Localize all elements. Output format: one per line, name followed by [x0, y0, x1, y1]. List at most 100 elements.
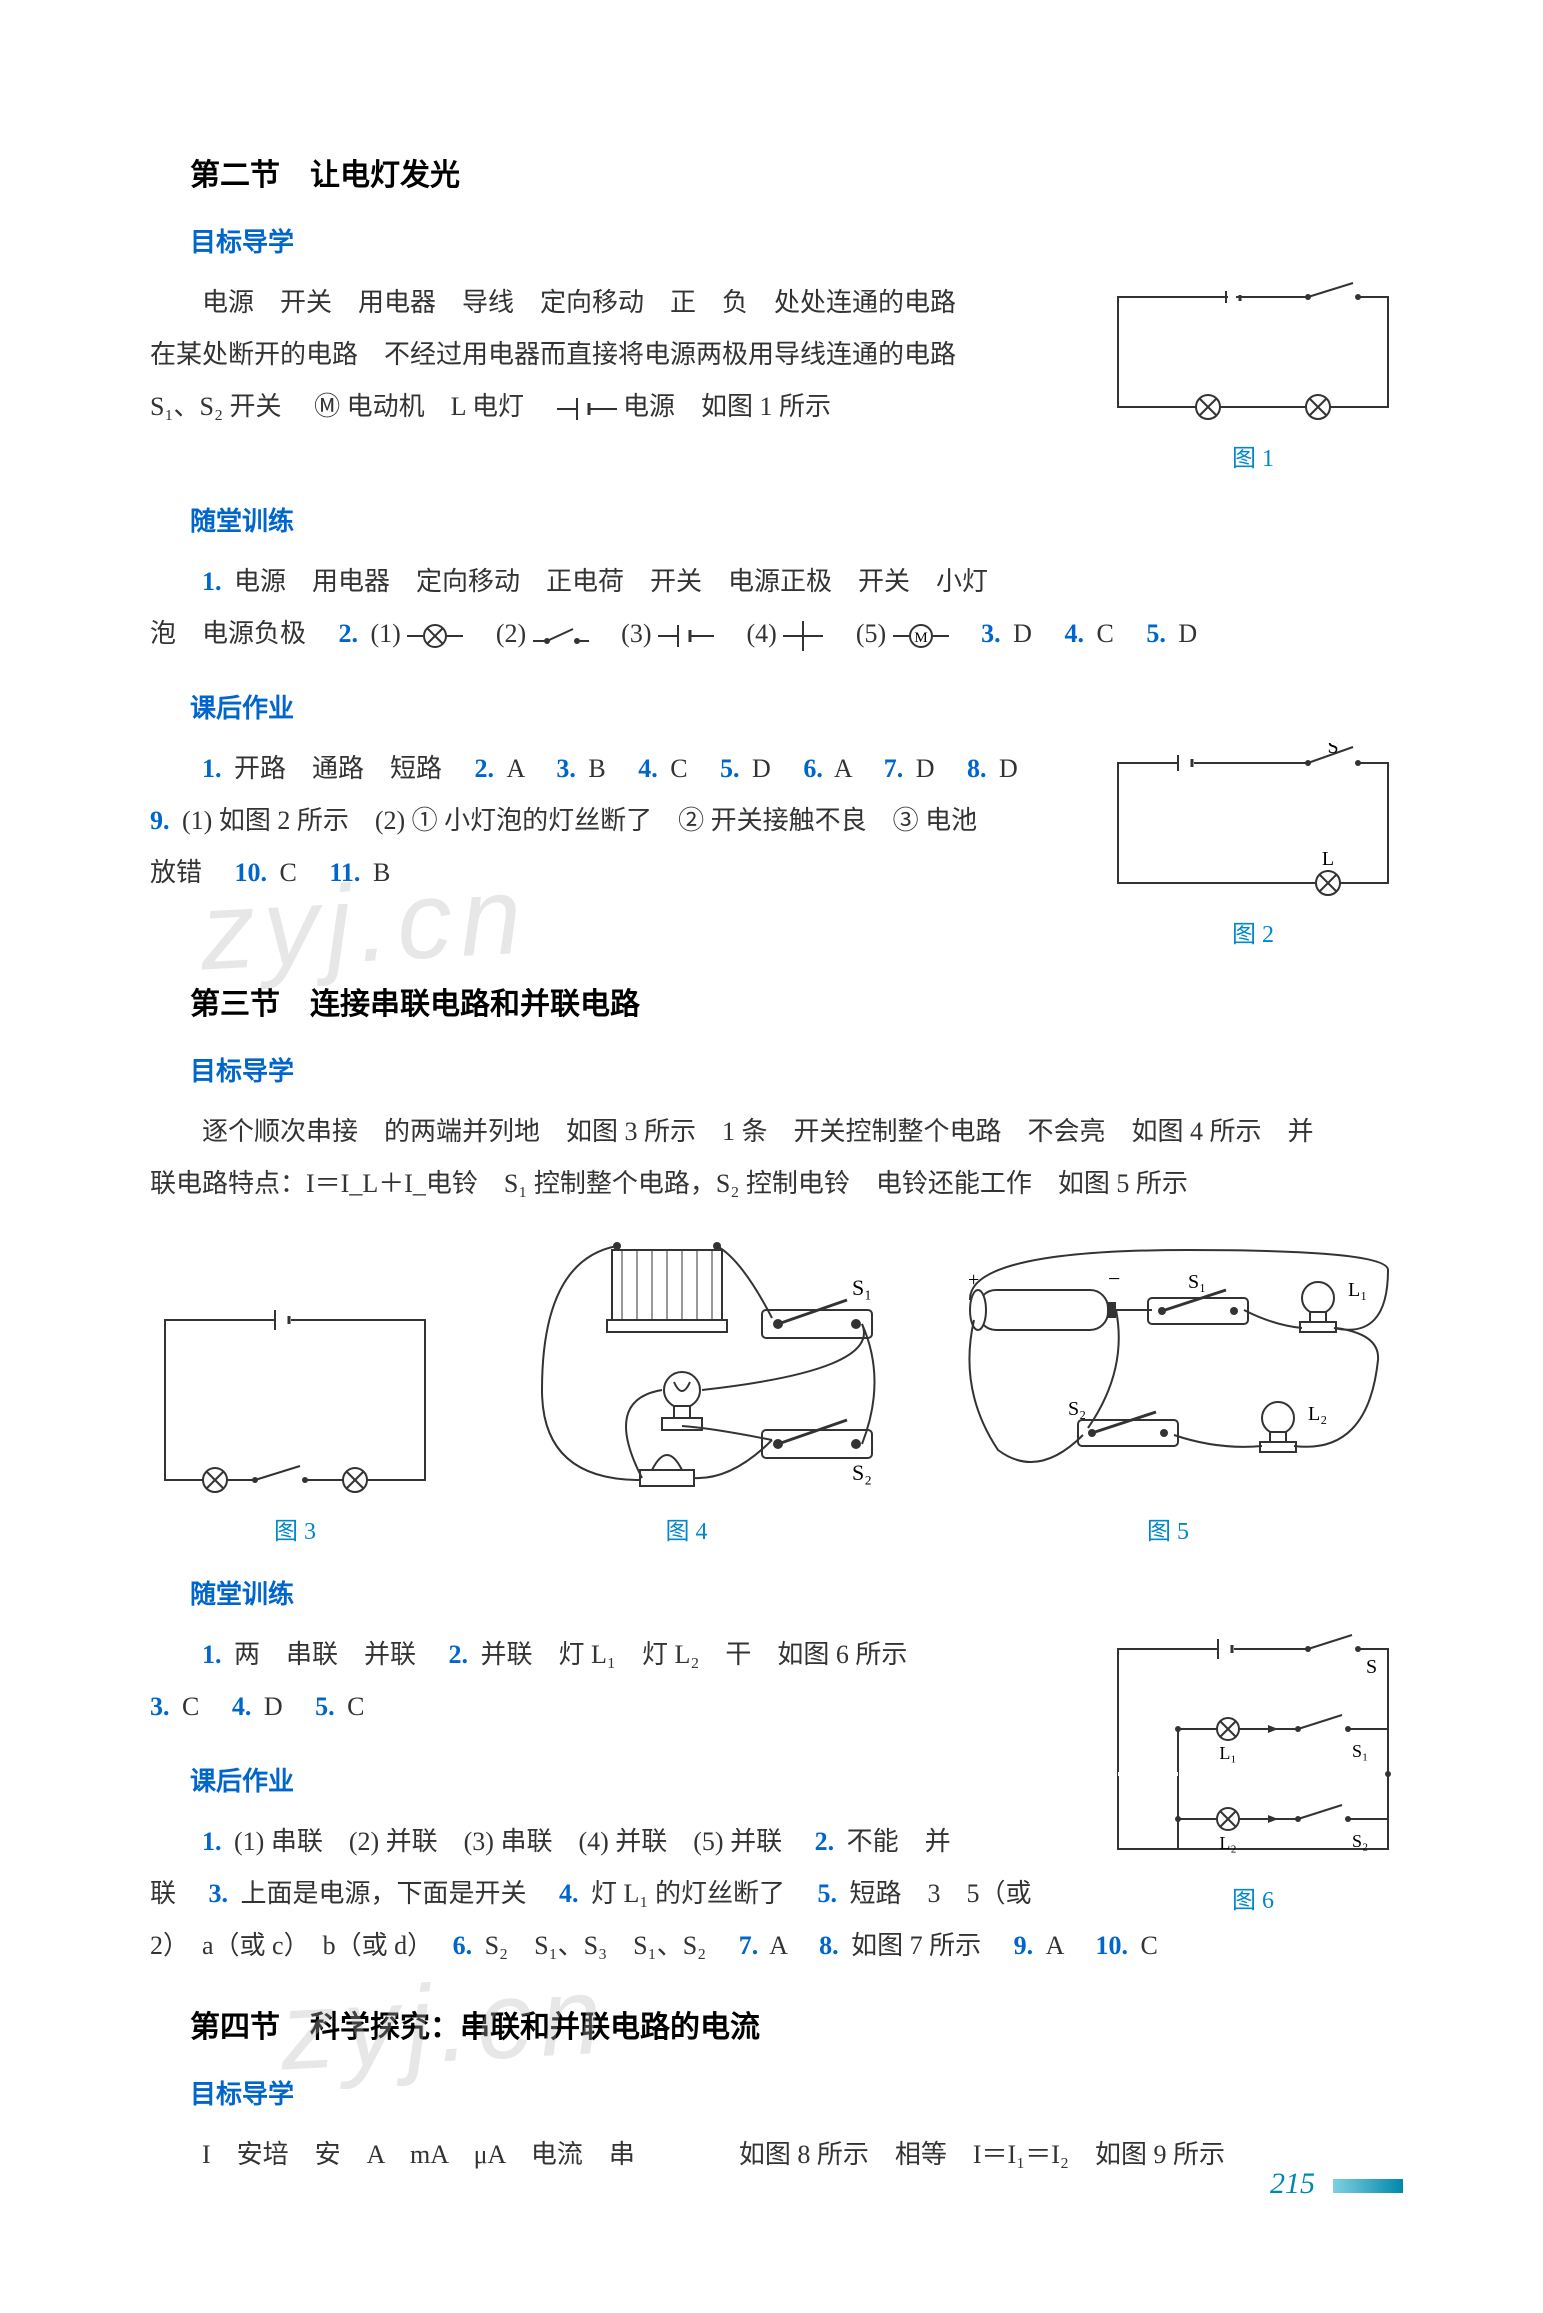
- hw6: A: [829, 754, 877, 783]
- s3hwl3a: 2） a（或 c） b（或 d）: [150, 1931, 446, 1960]
- s3hw5: 短路 3 5（或: [843, 1879, 1032, 1908]
- fig5-caption: 图 5: [933, 1511, 1403, 1546]
- s3pr2n: 2.: [449, 1640, 469, 1669]
- sec3-practice-heading: 随堂训练: [190, 1574, 1403, 1611]
- sec2-practice-body: 1. 电源 用电器 定向移动 正电荷 开关 电源正极 开关 小灯 泡 电源负极 …: [150, 556, 1403, 660]
- s3pr3n: 3.: [150, 1692, 170, 1721]
- lamp-symbol-icon: [407, 623, 463, 649]
- s3hw9: A: [1039, 1931, 1089, 1960]
- fig6-l1: L₁: [1219, 1743, 1236, 1763]
- s3pr4n: 4.: [232, 1692, 252, 1721]
- hw3: B: [582, 754, 632, 783]
- fig2-l-label: L: [1322, 848, 1334, 870]
- s3hw4: 灯 L₁ 的灯丝断了: [585, 1879, 811, 1908]
- hw4n: 4.: [638, 754, 658, 783]
- hw11: B: [366, 858, 390, 887]
- sec2-obj-l3b: 电动机 L 电灯: [347, 392, 550, 421]
- s3pr1n: 1.: [202, 1640, 222, 1669]
- pr2c: (3): [595, 619, 658, 648]
- section-2-title: 第二节 让电灯发光: [190, 150, 1403, 194]
- motor-symbol-icon: Ⓜ: [314, 392, 340, 421]
- battery-symbol-icon: [658, 623, 714, 649]
- pr2d: (4): [721, 619, 784, 648]
- s3pr4: D: [257, 1692, 308, 1721]
- s3hw6n: 6.: [453, 1931, 473, 1960]
- page-number: 215: [1270, 2167, 1403, 2201]
- hw3n: 3.: [556, 754, 576, 783]
- s3hw7: A: [764, 1931, 812, 1960]
- pr2b: (2): [470, 619, 533, 648]
- figure-6-circuit-icon: S L₁ S₁ L₂ S₂: [1108, 1629, 1398, 1869]
- motor-circle-icon: M: [893, 623, 949, 649]
- fig4-s1: S₁: [852, 1275, 872, 1300]
- pr4: C: [1090, 619, 1114, 648]
- s3hw4n: 4.: [559, 1879, 579, 1908]
- hw1: 开路 通路 短路: [228, 754, 469, 783]
- sec3-hw-body: 1. (1) 串联 (2) 并联 (3) 串联 (4) 并联 (5) 并联 2.…: [150, 1816, 1083, 1920]
- hw8n: 8.: [967, 754, 987, 783]
- hw6n: 6.: [803, 754, 823, 783]
- fig4-caption: 图 4: [477, 1511, 897, 1546]
- figure-2-circuit-icon: S L: [1108, 743, 1398, 903]
- s3hwl2a: 联: [150, 1879, 202, 1908]
- s3hw3: 上面是电源，下面是开关: [234, 1879, 553, 1908]
- sec3-practice-body: 1. 两 串联 并联 2. 并联 灯 L₁ 灯 L₂ 干 如图 6 所示 3. …: [150, 1629, 1083, 1733]
- figure-1-circuit-icon: [1108, 277, 1398, 427]
- pr2a: (1): [364, 619, 407, 648]
- hw4: C: [664, 754, 714, 783]
- pr2-num: 2.: [339, 619, 359, 648]
- hw2n: 2.: [475, 754, 495, 783]
- section-4-title: 第四节 科学探究：串联和并联电路的电流: [190, 2002, 1403, 2046]
- hw9: (1) 如图 2 所示 (2) ① 小灯泡的灯丝断了 ② 开关接触不良 ③ 电池: [176, 806, 978, 835]
- fig1-caption: 图 1: [1103, 438, 1403, 473]
- sec2-hw-body: 1. 开路 通路 短路 2. A 3. B 4. C 5. D 6. A 7. …: [150, 743, 1083, 899]
- fig6-l2: L₂: [1219, 1833, 1236, 1853]
- sec2-obj-l3c: 电源 如图 1 所示: [623, 392, 831, 421]
- s3hw2n: 2.: [815, 1827, 835, 1856]
- section-3-title: 第三节 连接串联电路和并联电路: [190, 979, 1403, 1023]
- fig5-l2: L₂: [1308, 1403, 1327, 1425]
- pr4-num: 4.: [1064, 619, 1084, 648]
- fig6-s1: S₁: [1352, 1741, 1368, 1761]
- switch-symbol-icon: [533, 623, 589, 649]
- fig4-s2: S₂: [852, 1460, 872, 1485]
- sec2-practice-heading: 随堂训练: [190, 501, 1403, 538]
- s3pr2: 并联 灯 L₁ 灯 L₂ 干 如图 6 所示: [474, 1640, 907, 1669]
- sec3-obj-l2: 联电路特点：I＝I_L＋I_电铃 S₁ 控制整个电路，S₂ 控制电铃 电铃还能工…: [150, 1169, 1188, 1198]
- s3hw10n: 10.: [1096, 1931, 1129, 1960]
- crossing-symbol-icon: [783, 621, 823, 651]
- hw2: A: [500, 754, 550, 783]
- sec2-homework-heading: 课后作业: [190, 688, 1403, 725]
- fig5-l1: L₁: [1348, 1279, 1367, 1301]
- s3hw7n: 7.: [739, 1931, 759, 1960]
- sec3-hw-cont: 2） a（或 c） b（或 d） 6. S₂ S₁、S₃ S₁、S₂ 7. A …: [150, 1920, 1403, 1972]
- fig5-s1: S₁: [1188, 1271, 1206, 1293]
- sec2-obj-l2: 在某处断开的电路 不经过用电器而直接将电源两极用导线连通的电路: [150, 340, 956, 369]
- s3pr1: 两 串联 并联: [228, 1640, 443, 1669]
- pr3: D: [1007, 619, 1032, 648]
- hw1n: 1.: [202, 754, 222, 783]
- sec4-obj-body: I 安培 安 A mA μA 电流 串 如图 8 所示 相等 I＝I₁＝I₂ 如…: [150, 2129, 1403, 2181]
- sec2-obj-l3a: S₁、S₂ 开关: [150, 392, 308, 421]
- s3hw5n: 5.: [817, 1879, 837, 1908]
- sec3-objective-heading: 目标导学: [190, 1051, 1403, 1088]
- fig5-minus: −: [1108, 1266, 1120, 1291]
- pr1-num: 1.: [202, 567, 222, 596]
- svg-text:M: M: [914, 630, 927, 646]
- s3hw6: S₂ S₁、S₃ S₁、S₂: [478, 1931, 732, 1960]
- hwl3a: 放错: [150, 858, 228, 887]
- pr1-text: 电源 用电器 定向移动 正电荷 开关 电源正极 开关 小灯: [228, 567, 989, 596]
- hw5n: 5.: [720, 754, 740, 783]
- hw8: D: [993, 754, 1018, 783]
- figure-5-physical-icon: + − S₁ L₁ S₂ L₂: [938, 1240, 1398, 1500]
- s3hw10: C: [1134, 1931, 1158, 1960]
- hw10: C: [273, 858, 323, 887]
- s3hw9n: 9.: [1014, 1931, 1034, 1960]
- s3pr5: C: [341, 1692, 365, 1721]
- sec2-objective-body: 电源 开关 用电器 导线 定向移动 正 负 处处连通的电路 在某处断开的电路 不…: [150, 277, 1083, 433]
- sec4-obj-text: I 安培 安 A mA μA 电流 串 如图 8 所示 相等 I＝I₁＝I₂ 如…: [202, 2140, 1225, 2169]
- s3hw8n: 8.: [819, 1931, 839, 1960]
- sec3-obj-body: 逐个顺次串接 的两端并列地 如图 3 所示 1 条 开关控制整个电路 不会亮 如…: [150, 1106, 1403, 1210]
- battery-symbol-icon: [557, 396, 617, 422]
- sec3-obj-l1: 逐个顺次串接 的两端并列地 如图 3 所示 1 条 开关控制整个电路 不会亮 如…: [202, 1117, 1314, 1146]
